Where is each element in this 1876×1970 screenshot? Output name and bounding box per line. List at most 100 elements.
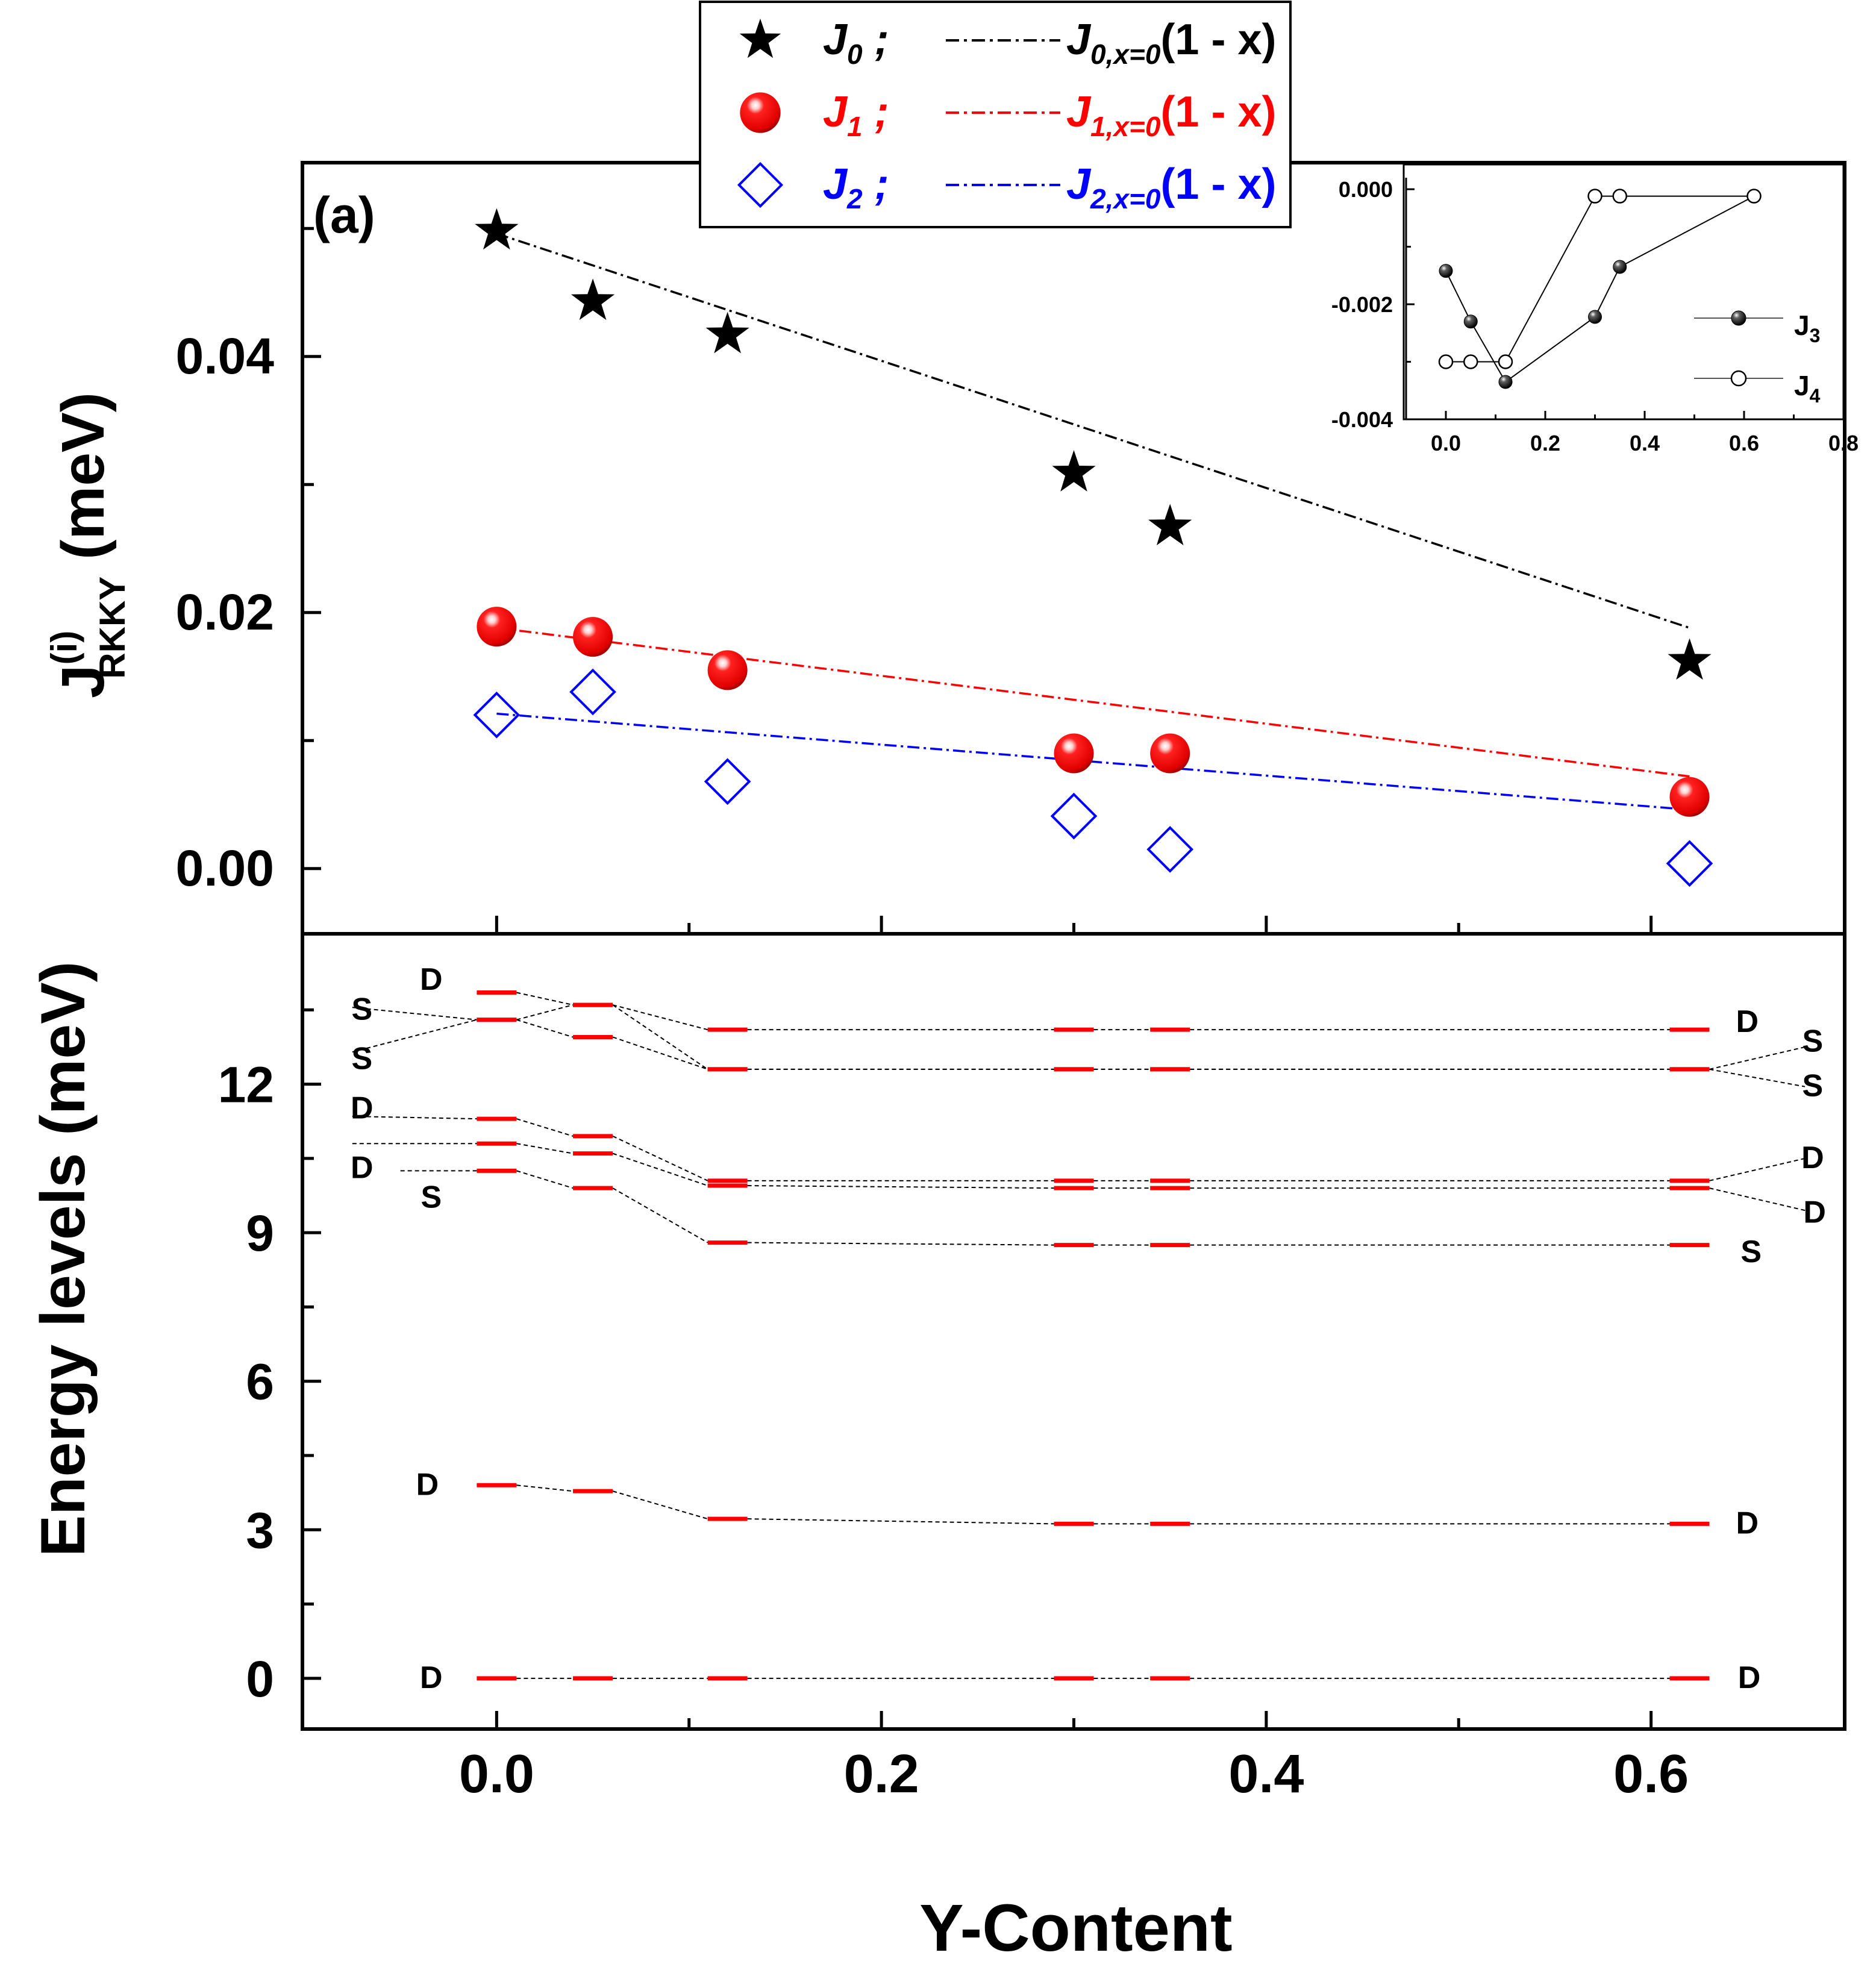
legend-entry-j2: J2; J2,x=0(1 - x)	[823, 160, 1276, 214]
y-tick-label-top: 0.00	[176, 840, 275, 896]
y-label-main: J	[49, 664, 117, 698]
inset-point-j4	[1498, 354, 1513, 369]
y-tick-label-bottom: 3	[246, 1502, 274, 1559]
data-point-j1	[1669, 777, 1710, 817]
legend-j2-sep: ;	[875, 160, 889, 208]
data-point-j0	[1148, 504, 1192, 546]
level-connector	[612, 1187, 708, 1243]
level-label: D	[1803, 1195, 1826, 1230]
legend-j2-main: J	[823, 160, 848, 208]
legend: J0; J0,x=0(1 - x) J1; J1,x=0(1 - x) J2; …	[699, 1, 1292, 228]
inset-point-j4	[1587, 189, 1602, 204]
y-tick-label-bottom: 9	[246, 1205, 274, 1262]
level-connector	[516, 1484, 574, 1492]
x-tick-label: 0.0	[459, 1744, 534, 1804]
top-y-tick-labels: 0.00 0.02 0.04	[176, 328, 275, 896]
legend-j0-label: J0;	[823, 16, 889, 70]
y-tick-label-top: 0.04	[176, 328, 275, 384]
inset-legend-j3-marker	[1731, 310, 1746, 326]
data-points	[473, 208, 1713, 887]
inset-line-j3	[1445, 195, 1754, 383]
level-label: D	[1738, 1660, 1761, 1695]
fit-lines	[496, 233, 1690, 811]
top-panel-ticks	[304, 227, 1653, 933]
inset-x-tick-label: 0.8	[1828, 431, 1859, 455]
y-tick-label-bottom: 0	[246, 1651, 274, 1707]
y-tick-label-top: 0.02	[176, 584, 275, 640]
y-label-sup: (i)	[44, 631, 84, 665]
x-tick-label: 0.6	[1613, 1744, 1689, 1804]
level-connector	[516, 1118, 574, 1137]
level-label: D	[420, 962, 443, 997]
legend-j2-fit-sub: 2,x=0	[1090, 183, 1161, 214]
y-axis-label-bottom: Energy levels (meV)	[28, 962, 98, 1557]
x-tick-label: 0.4	[1228, 1744, 1304, 1804]
data-point-j2	[1666, 840, 1713, 887]
level-connector-right	[1709, 1157, 1806, 1181]
level-label: S	[1803, 1024, 1824, 1059]
inset-x-tick-label: 0.2	[1530, 431, 1560, 455]
data-point-j2	[1146, 826, 1194, 873]
level-connector-right	[1709, 1068, 1806, 1087]
level-connector-right	[1709, 1187, 1806, 1212]
level-label: S	[351, 1041, 372, 1076]
level-connector	[612, 1004, 708, 1031]
level-connector	[612, 1036, 708, 1070]
inset-y-tick-label: -0.004	[1331, 407, 1393, 432]
inset-legend-j4-main: J	[1794, 370, 1810, 401]
inset-point-j4	[1463, 354, 1478, 369]
inset-point-j3	[1613, 260, 1627, 274]
legend-j0-fit-label: J0,x=0(1 - x)	[1066, 16, 1276, 70]
level-label: S	[1803, 1069, 1824, 1104]
data-point-j2	[473, 691, 521, 739]
legend-j1-label: J1;	[823, 88, 889, 142]
legend-j1-fit-tail: (1 - x)	[1160, 88, 1276, 136]
inset-x-tick-label: 0.4	[1630, 431, 1660, 455]
inset-point-j4	[1438, 354, 1454, 369]
level-label: D	[1736, 1004, 1759, 1039]
level-connector	[612, 1152, 708, 1186]
legend-marker-j2	[737, 161, 784, 208]
x-axis-label: Y-Content	[919, 1891, 1232, 1965]
legend-j1-sep: ;	[875, 88, 889, 136]
inset-x-tick-label: 0.6	[1729, 431, 1759, 455]
data-point-j1	[707, 650, 748, 690]
level-connector	[516, 1019, 574, 1038]
legend-j2-label: J2;	[823, 160, 889, 214]
legend-j1-fit-main: J	[1066, 88, 1092, 136]
level-label: S	[351, 992, 372, 1027]
inset-legend-j4-sub: 4	[1810, 385, 1821, 407]
data-point-j0	[705, 311, 749, 354]
panel-label: (a)	[313, 187, 375, 243]
level-label: D	[351, 1091, 374, 1126]
fit-line	[496, 627, 1690, 778]
level-label: D	[1736, 1506, 1759, 1540]
inset-y-tick-label: -0.002	[1331, 292, 1393, 317]
level-connectors	[352, 992, 1806, 1679]
level-connector-right	[1709, 1046, 1806, 1070]
data-point-j2	[704, 758, 751, 805]
x-tick-labels: 0.0 0.2 0.4 0.6	[459, 1744, 1689, 1804]
inset-x-tick-label: 0.0	[1431, 431, 1461, 455]
inset-y-tick-label: 0.000	[1339, 177, 1393, 202]
inset-legend-j4-label: J4	[1794, 370, 1821, 407]
level-connector	[516, 1143, 574, 1154]
level-connector-left	[352, 1115, 477, 1120]
inset-point-j3	[1439, 264, 1453, 278]
data-point-j0	[1052, 450, 1096, 492]
inset-plot: 0.0 0.2 0.4 0.6 0.80.000-0.002-0.004 J3 J4	[1331, 163, 1859, 455]
data-point-j0	[1668, 638, 1712, 680]
level-connector	[747, 1242, 1054, 1246]
bottom-panel-ticks	[304, 1008, 1653, 1728]
level-connector	[516, 1170, 574, 1189]
legend-marker-j1	[740, 92, 781, 133]
energy-level-bars	[477, 990, 1710, 1681]
inset-legend-j3-main: J	[1794, 310, 1810, 341]
legend-j1-fit-label: J1,x=0(1 - x)	[1066, 88, 1276, 142]
level-label: D	[1801, 1140, 1824, 1175]
inset-legend-j3-label: J3	[1794, 310, 1820, 346]
inset-point-j3	[1498, 375, 1513, 389]
legend-entry-j0: J0; J0,x=0(1 - x)	[823, 16, 1276, 70]
inset-point-j3	[1463, 314, 1478, 329]
